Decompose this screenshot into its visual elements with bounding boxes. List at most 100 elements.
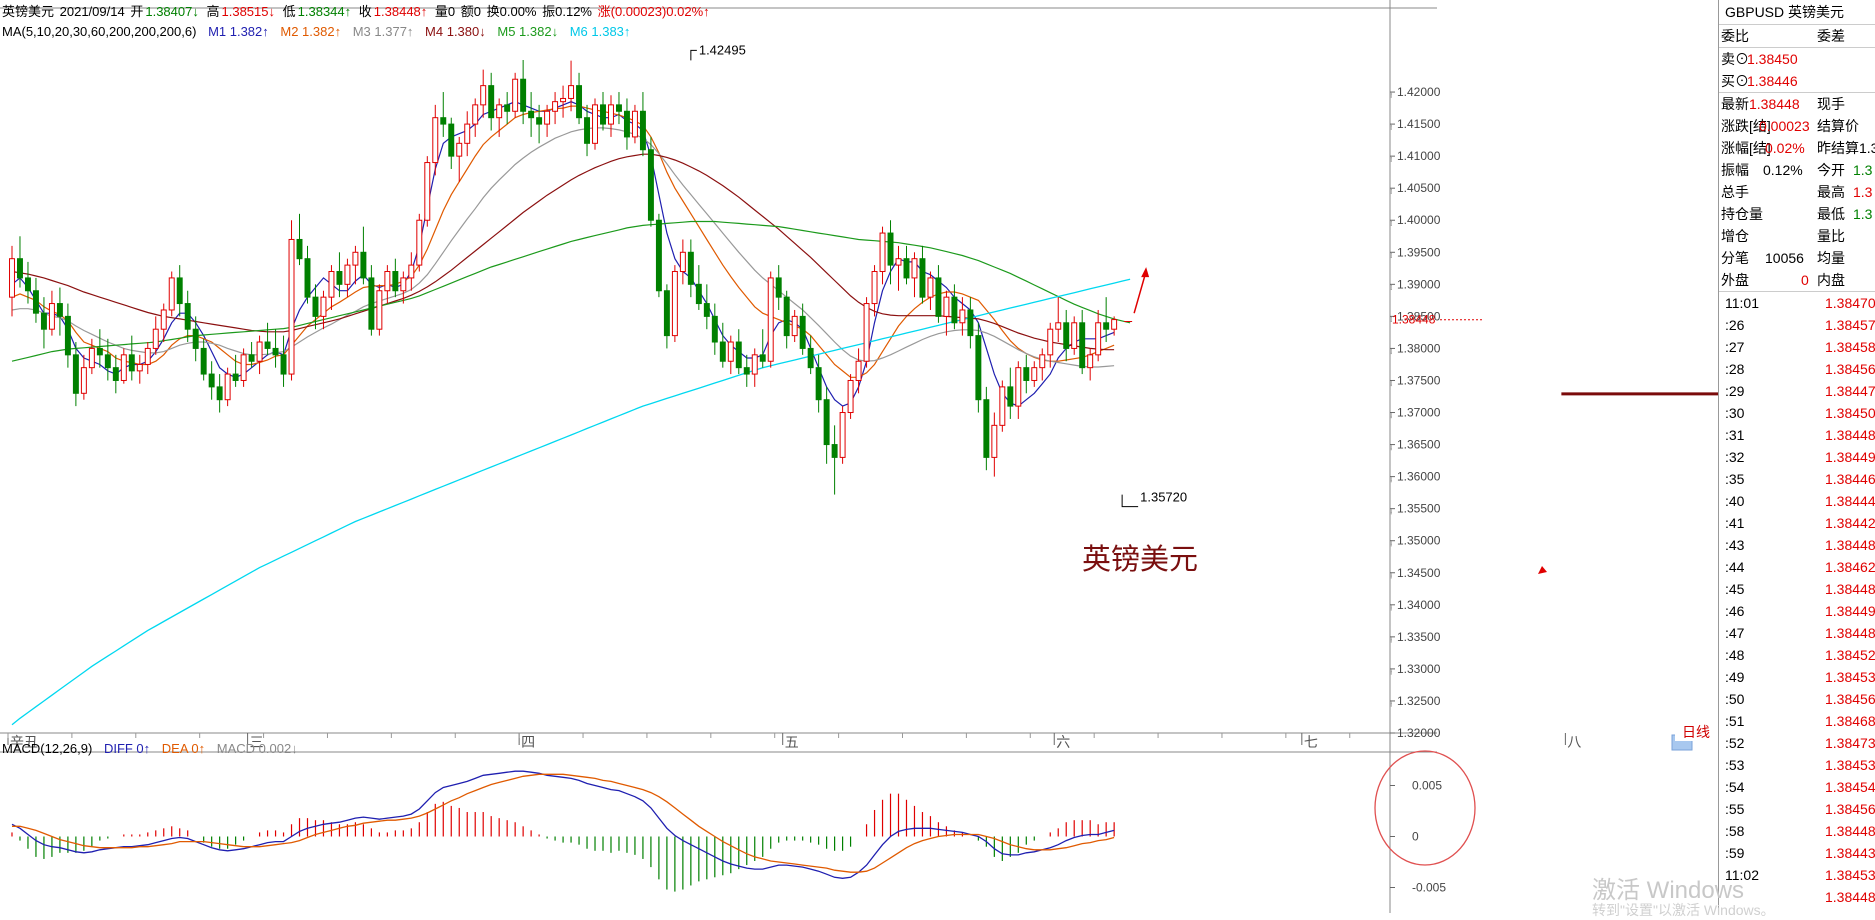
candle: [1111, 316, 1118, 336]
tick-row: :46 1.38449: [1719, 600, 1875, 622]
outer-value: 0: [1801, 272, 1809, 288]
chart-canvas[interactable]: 1.42495 1.35720 1.42000 1.41500 1.41000 1.40…: [0, 0, 1718, 913]
tick-time: :54: [1725, 779, 1745, 795]
candle: [552, 92, 559, 125]
candle: [296, 213, 303, 266]
prev-settle-label: 昨结算1.3: [1817, 140, 1875, 156]
candle-body: [919, 258, 926, 298]
price-info-bar: 英镑美元 2021/09/14 开 1.38407↓ 高 1.38515↓ 低 1.3…: [2, 4, 712, 20]
candle: [695, 265, 702, 310]
candle-body: [192, 328, 199, 349]
candle-body: [791, 315, 798, 337]
candle-body: [184, 303, 191, 330]
candle: [647, 136, 654, 227]
tick-row: :26 1.38457: [1719, 314, 1875, 336]
change-value: 0.00023: [1759, 118, 1810, 134]
tick-time: :44: [1725, 559, 1745, 575]
candle-body: [767, 277, 774, 362]
price-tick-label: 1.39000: [1397, 277, 1441, 291]
price-tick-label: 1.33000: [1397, 662, 1441, 676]
highlight-circle: [1374, 750, 1476, 866]
candle-body: [144, 347, 151, 365]
candle-body: [488, 85, 495, 119]
candle: [608, 95, 614, 137]
tick-row: :44 1.38462: [1719, 556, 1875, 578]
candle: [1103, 297, 1110, 343]
candle-body: [440, 117, 447, 125]
low-label: 最低: [1817, 206, 1845, 222]
tick-time: :41: [1725, 515, 1745, 531]
close-value: 1.38448↑: [373, 4, 428, 19]
candle-body: [687, 251, 694, 285]
candle-body: [799, 315, 806, 349]
candle: [208, 361, 215, 400]
tick-price: 1.38456: [1825, 361, 1875, 377]
candle: [919, 245, 926, 304]
price-tick-label: 1.38000: [1397, 341, 1441, 355]
period-tab-daily[interactable]: 日线: [1675, 723, 1717, 741]
candle: [751, 348, 758, 387]
candle-body: [400, 277, 407, 292]
candle: [1047, 322, 1054, 368]
candle: [943, 290, 950, 336]
candle-body: [823, 399, 830, 446]
tick-price: 1.38448: [1825, 581, 1875, 597]
candle-body: [831, 444, 838, 458]
buy-price: 1.38446: [1747, 73, 1798, 89]
pct-label: 涨幅[结]: [1721, 140, 1771, 156]
price-tick-label: 1.42000: [1397, 85, 1441, 99]
candle-body: [927, 277, 934, 298]
candle: [967, 297, 974, 349]
candle-body: [520, 78, 527, 112]
candle: [520, 60, 527, 125]
time-tick-label: 三: [250, 735, 264, 751]
candle-body: [1087, 354, 1094, 369]
ma-m6: M6 1.383↑: [569, 24, 631, 39]
candle-body: [48, 303, 55, 330]
candle-body: [248, 354, 255, 362]
time-tick-label: 辛丑: [10, 735, 38, 751]
candle-body: [975, 335, 982, 401]
tick-time: :30: [1725, 405, 1745, 421]
tick-time: :51: [1725, 713, 1745, 729]
tick-price: 1.38450: [1825, 405, 1875, 421]
candle: [735, 329, 742, 375]
symbol-name: 英镑美元: [2, 4, 55, 19]
high-value: 1.38515↓: [221, 4, 276, 19]
tick-price: 1.38447: [1825, 383, 1875, 399]
candle-body: [600, 104, 606, 125]
candle-body: [663, 290, 670, 337]
candle-body: [671, 271, 678, 337]
candle: [496, 98, 503, 137]
inner-label: 内盘: [1817, 272, 1845, 288]
candle: [1087, 348, 1094, 381]
sell-label: 卖⊙: [1721, 51, 1749, 67]
candle-body: [1015, 367, 1022, 407]
candle-body: [496, 104, 503, 119]
candle: [184, 290, 191, 343]
candle: [703, 284, 710, 330]
candle: [288, 220, 295, 381]
candle: [799, 303, 806, 355]
candle: [280, 335, 287, 387]
candle-body: [1047, 328, 1054, 356]
candle: [895, 245, 902, 291]
candle: [136, 354, 143, 384]
candle: [96, 329, 103, 368]
candle: [1031, 361, 1038, 387]
candle-body: [112, 367, 119, 381]
candle-body: [783, 296, 790, 337]
candle: [272, 329, 279, 368]
tick-row: :43 1.38448: [1719, 534, 1875, 556]
candle-body: [424, 162, 431, 221]
candle-body: [743, 367, 750, 375]
tick-list[interactable]: 11:01 1.38470:26 1.38457:27 1.38458:28 1.384…: [1719, 292, 1875, 908]
annotations: 1.42495 1.35720: [690, 42, 1718, 574]
candle: [24, 261, 31, 304]
tick-price: 1.38448: [1825, 889, 1875, 905]
tick-row: :40 1.38444: [1719, 490, 1875, 512]
candle-body: [456, 142, 463, 157]
candle: [320, 290, 327, 330]
candle: [631, 104, 638, 144]
candle-body: [863, 303, 870, 362]
